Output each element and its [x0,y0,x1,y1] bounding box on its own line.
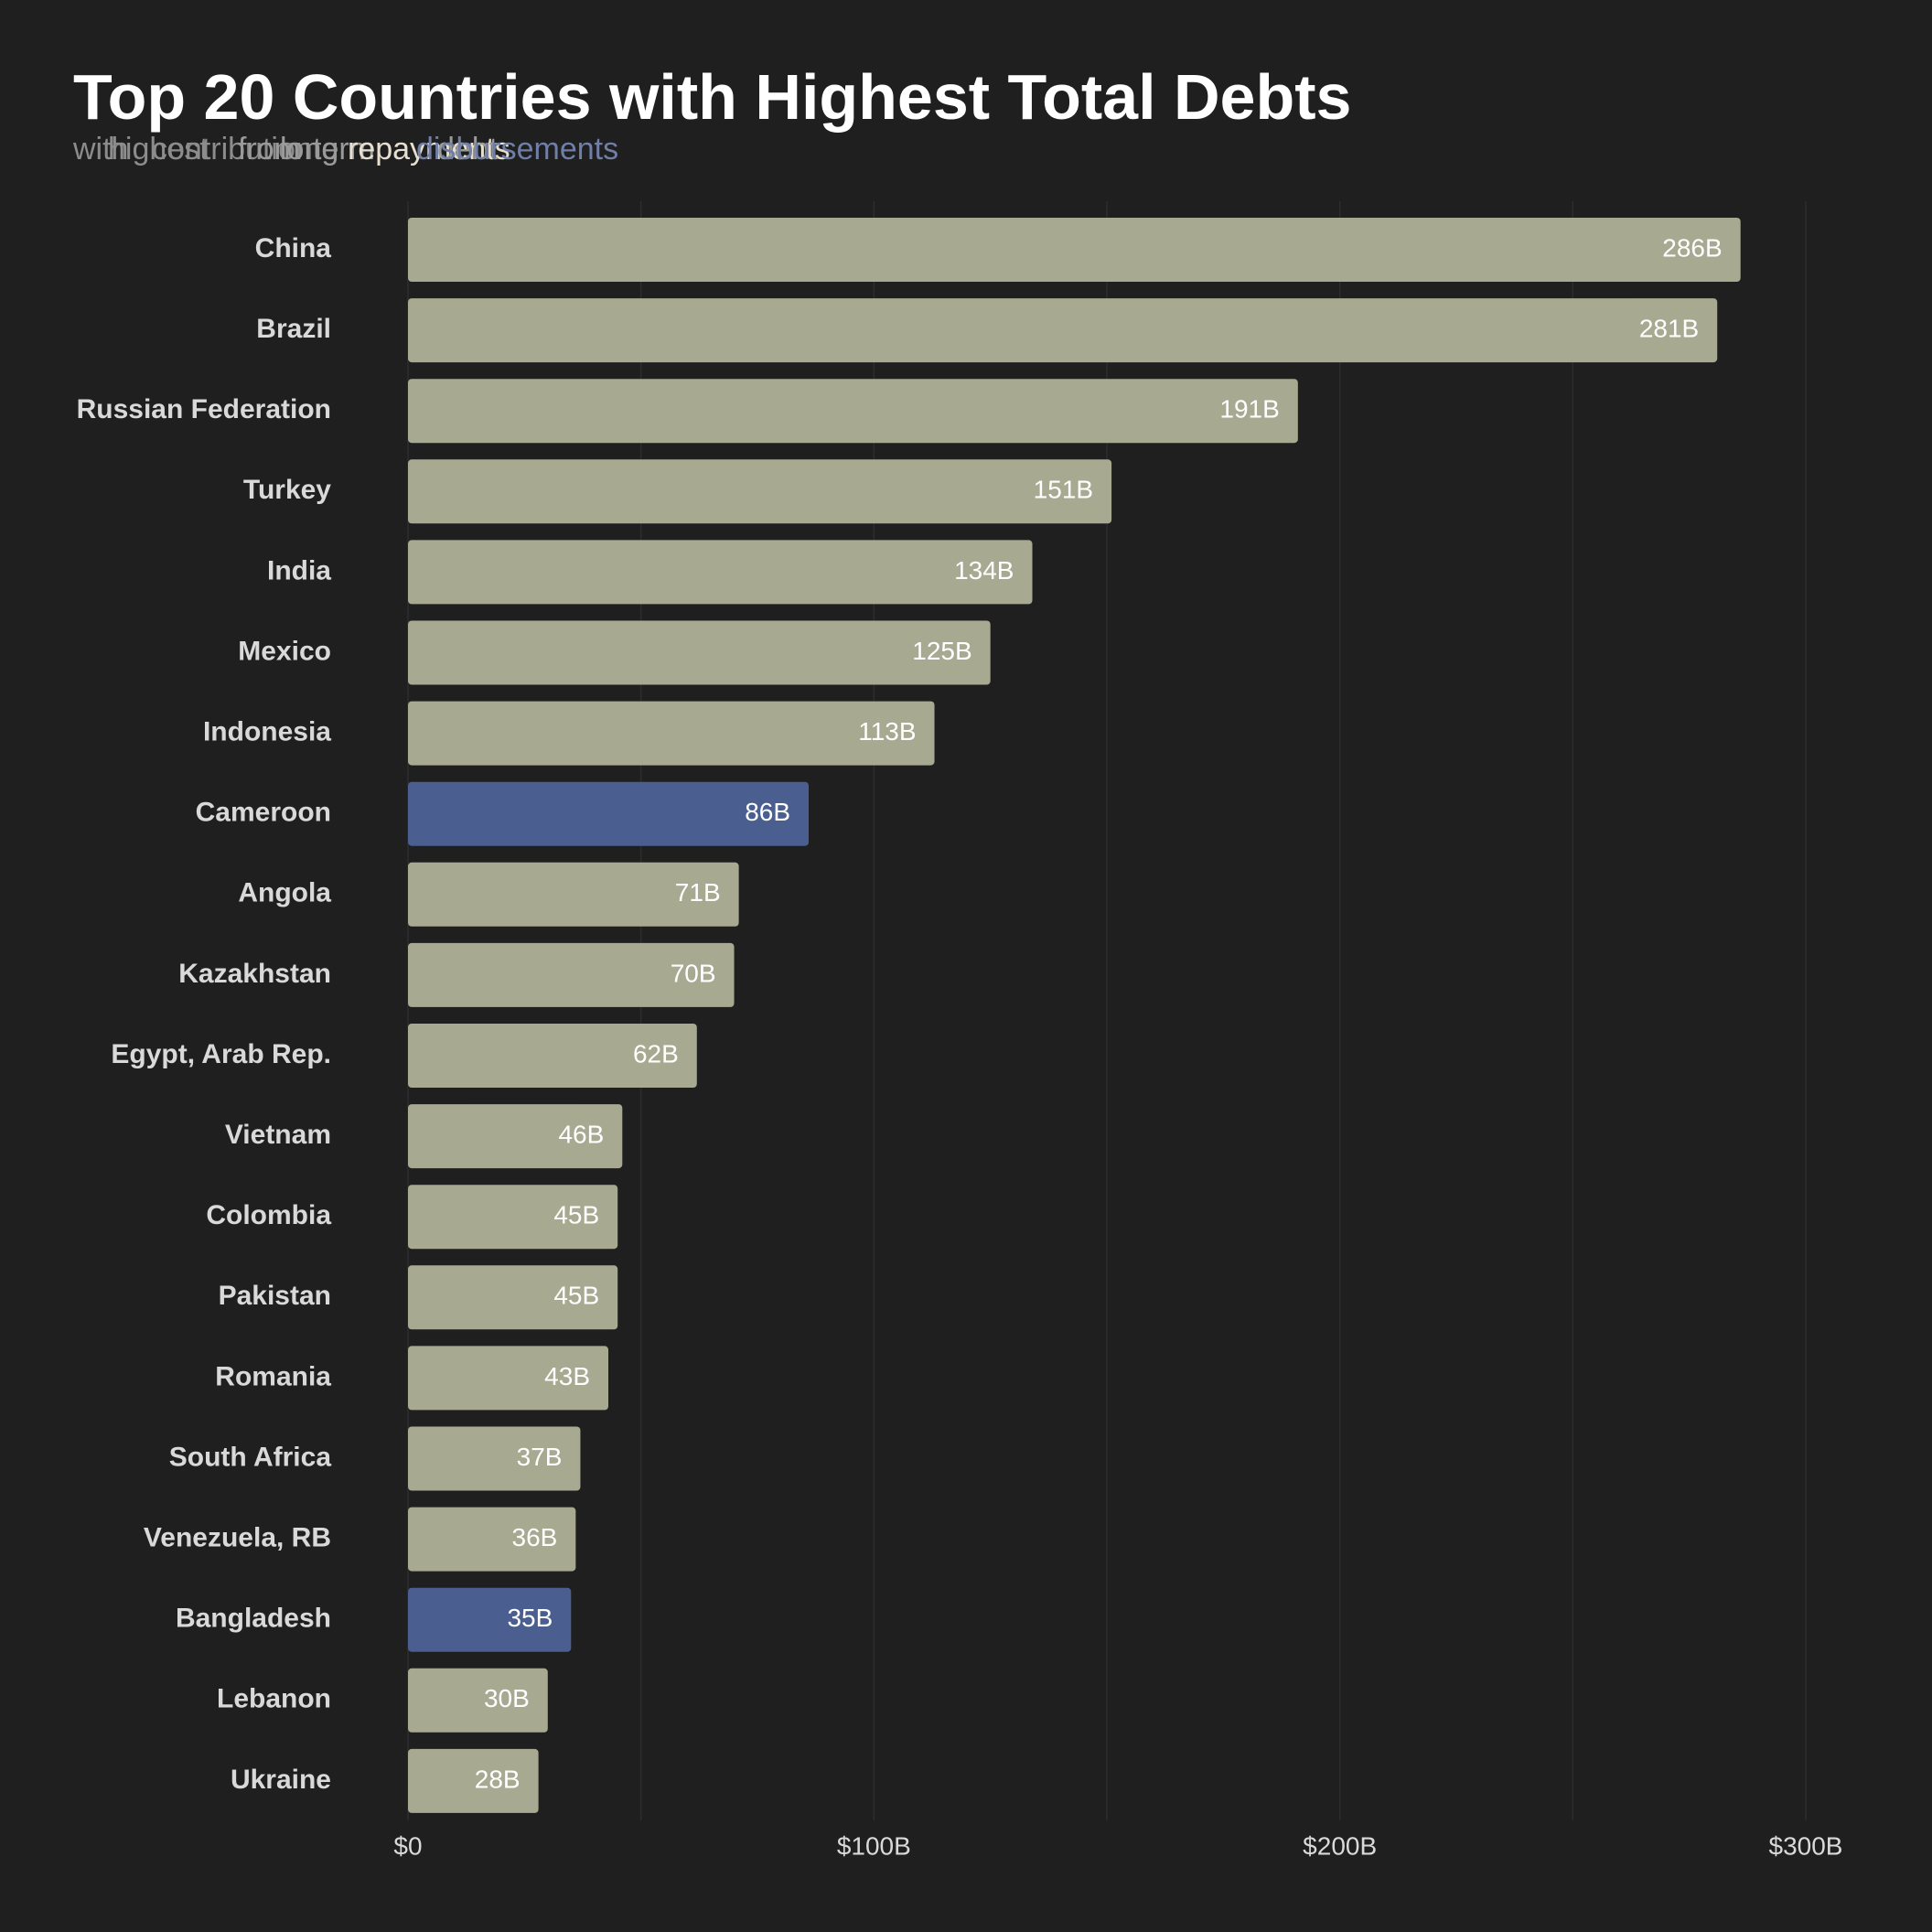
value-label: 134B [954,556,1014,585]
subtitle-fragment: repayments [348,132,510,166]
value-label: 113B [858,717,916,746]
subtitle-fragment: contribution [152,132,313,166]
value-label: 28B [475,1765,521,1793]
value-label: 281B [1639,314,1699,342]
category-label: Cameroon [196,798,331,828]
bar [408,862,739,927]
bar [408,1668,548,1733]
bar [408,781,810,846]
x-tick-label: $0 [393,1831,422,1860]
subtitle-fragment: term [313,132,375,166]
category-label: Vietnam [225,1120,331,1150]
subtitle-fragment: from [238,132,300,166]
value-label: 46B [558,1120,604,1148]
chart-subtitle: with highest contribution from long term repay… [73,132,1171,174]
bar [408,218,1741,282]
subtitle-fragment: disbursements [416,132,619,166]
bar [408,459,1112,524]
bar [408,1587,572,1652]
x-tick-label: $300B [1769,1831,1843,1860]
value-label: 43B [544,1362,590,1390]
bar [408,701,935,766]
category-label: Kazakhstan [178,959,331,989]
bar [408,1507,576,1572]
category-label: Bangladesh [176,1604,331,1634]
x-tick-label: $100B [837,1831,911,1860]
subtitle-fragment: debt [437,132,499,166]
category-label: Angola [238,878,331,908]
category-label: Brazil [256,314,331,344]
value-label: 70B [671,959,716,987]
value-label: 36B [512,1523,558,1551]
category-label: Russian Federation [77,394,331,424]
value-label: 71B [675,878,721,907]
value-label: 62B [633,1039,679,1068]
bar [408,1185,618,1250]
category-label: India [267,555,331,585]
value-label: 125B [912,637,971,665]
bar [408,942,735,1007]
bar [408,620,991,685]
value-label: 37B [517,1443,563,1471]
value-label: 35B [507,1604,553,1632]
category-label: Ukraine [231,1765,331,1795]
category-label: China [255,233,332,263]
bar [408,1104,623,1169]
category-label: Indonesia [203,717,331,747]
bar [408,1426,581,1491]
bar [408,1024,697,1088]
subtitle-fragment: highest [108,132,209,166]
value-label: 45B [553,1282,599,1310]
bar [408,1346,609,1411]
category-label: Mexico [238,636,331,666]
chart-title: Top 20 Countries with Highest Total Debt… [73,61,1352,133]
category-label: Egypt, Arab Rep. [111,1039,331,1069]
category-label: Colombia [206,1200,331,1230]
subtitle-fragment: with [73,132,129,166]
value-label: 191B [1219,395,1279,424]
bar [408,379,1298,444]
category-label: Venezuela, RB [144,1523,331,1553]
value-label: 151B [1034,476,1093,504]
value-label: 86B [745,798,790,826]
category-label: Lebanon [217,1684,331,1714]
x-tick-label: $200B [1303,1831,1377,1860]
value-label: 45B [553,1201,599,1229]
bar [408,298,1718,363]
subtitle-fragment: long [280,132,339,166]
bar [408,1265,618,1330]
value-label: 286B [1662,233,1722,262]
bar [408,1748,539,1813]
category-label: South Africa [169,1442,332,1472]
category-label: Turkey [243,475,331,505]
value-label: 30B [484,1684,530,1712]
category-label: Pakistan [219,1281,331,1311]
bar [408,540,1033,605]
category-label: Romania [215,1361,331,1391]
